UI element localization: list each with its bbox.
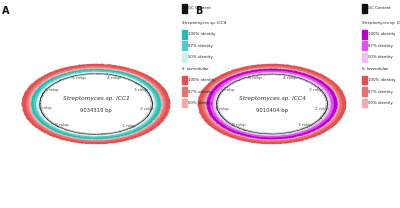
Text: 87% identity: 87% identity: [368, 89, 393, 94]
Text: 2 mbp: 2 mbp: [140, 107, 154, 111]
Text: 8 mbp: 8 mbp: [232, 123, 246, 127]
Text: 50% identity: 50% identity: [188, 101, 213, 105]
Text: 100% identity: 100% identity: [188, 32, 215, 36]
Text: B: B: [195, 6, 202, 16]
Text: Streptomyces sp. ICC4: Streptomyces sp. ICC4: [238, 96, 306, 101]
Text: 5 mbp: 5 mbp: [248, 76, 262, 80]
FancyBboxPatch shape: [362, 87, 367, 96]
FancyBboxPatch shape: [362, 4, 367, 13]
FancyBboxPatch shape: [362, 99, 367, 107]
Text: 8 mbp: 8 mbp: [55, 123, 69, 127]
Text: 6 mbp: 6 mbp: [221, 88, 235, 92]
Text: 1 mbp: 1 mbp: [298, 123, 312, 127]
FancyBboxPatch shape: [182, 4, 187, 13]
Text: Streptomyces sp. ICC1: Streptomyces sp. ICC1: [62, 96, 130, 101]
Text: 7 mbp: 7 mbp: [215, 107, 228, 111]
FancyBboxPatch shape: [182, 30, 187, 39]
Text: 1 mbp: 1 mbp: [122, 124, 136, 128]
Text: A: A: [2, 6, 10, 16]
Text: Streptomyces sp. ICC1: Streptomyces sp. ICC1: [362, 21, 400, 25]
Text: 3 mbp: 3 mbp: [310, 88, 323, 92]
Text: 87% identity: 87% identity: [368, 44, 393, 48]
Polygon shape: [212, 72, 331, 136]
FancyBboxPatch shape: [362, 41, 367, 50]
FancyBboxPatch shape: [362, 76, 367, 84]
Text: 87% identity: 87% identity: [188, 89, 213, 94]
Polygon shape: [25, 66, 167, 142]
Text: 6 mbp: 6 mbp: [45, 88, 58, 92]
Text: 4 mbp: 4 mbp: [107, 76, 121, 80]
Text: S. lavendulae: S. lavendulae: [182, 67, 208, 71]
Polygon shape: [197, 63, 347, 145]
FancyBboxPatch shape: [182, 87, 187, 96]
Text: 50% identity: 50% identity: [368, 55, 393, 59]
Polygon shape: [33, 70, 159, 138]
Polygon shape: [21, 63, 171, 145]
Text: 50% identity: 50% identity: [188, 55, 213, 59]
FancyBboxPatch shape: [182, 99, 187, 107]
FancyBboxPatch shape: [362, 53, 367, 62]
Polygon shape: [210, 70, 334, 138]
Polygon shape: [36, 71, 156, 137]
Text: 100% identity: 100% identity: [368, 78, 395, 82]
Polygon shape: [28, 67, 164, 141]
Text: 4 mbp: 4 mbp: [283, 76, 296, 80]
Text: 2 mbp: 2 mbp: [315, 107, 329, 111]
Text: 5 mbp: 5 mbp: [72, 76, 86, 79]
Text: Streptomyces sp. ICC4: Streptomyces sp. ICC4: [182, 21, 226, 25]
Text: GC Content: GC Content: [368, 6, 391, 10]
Text: 7 mbp: 7 mbp: [38, 106, 52, 110]
Text: 9034319 bp: 9034319 bp: [80, 108, 112, 113]
Text: 9010404 bp: 9010404 bp: [256, 108, 288, 113]
Text: 100% identity: 100% identity: [368, 32, 395, 36]
Text: S. lavendulae: S. lavendulae: [362, 67, 388, 71]
Text: 87% identity: 87% identity: [188, 44, 213, 48]
Text: GC Content: GC Content: [188, 6, 211, 10]
Polygon shape: [206, 68, 338, 140]
Text: 3 mbp: 3 mbp: [134, 88, 148, 92]
Text: 50% identity: 50% identity: [368, 101, 393, 105]
FancyBboxPatch shape: [362, 30, 367, 39]
Text: 100% identity: 100% identity: [188, 78, 215, 82]
Polygon shape: [30, 68, 162, 140]
FancyBboxPatch shape: [182, 41, 187, 50]
FancyBboxPatch shape: [182, 76, 187, 84]
Polygon shape: [201, 66, 343, 142]
FancyBboxPatch shape: [182, 53, 187, 62]
Polygon shape: [204, 67, 340, 141]
